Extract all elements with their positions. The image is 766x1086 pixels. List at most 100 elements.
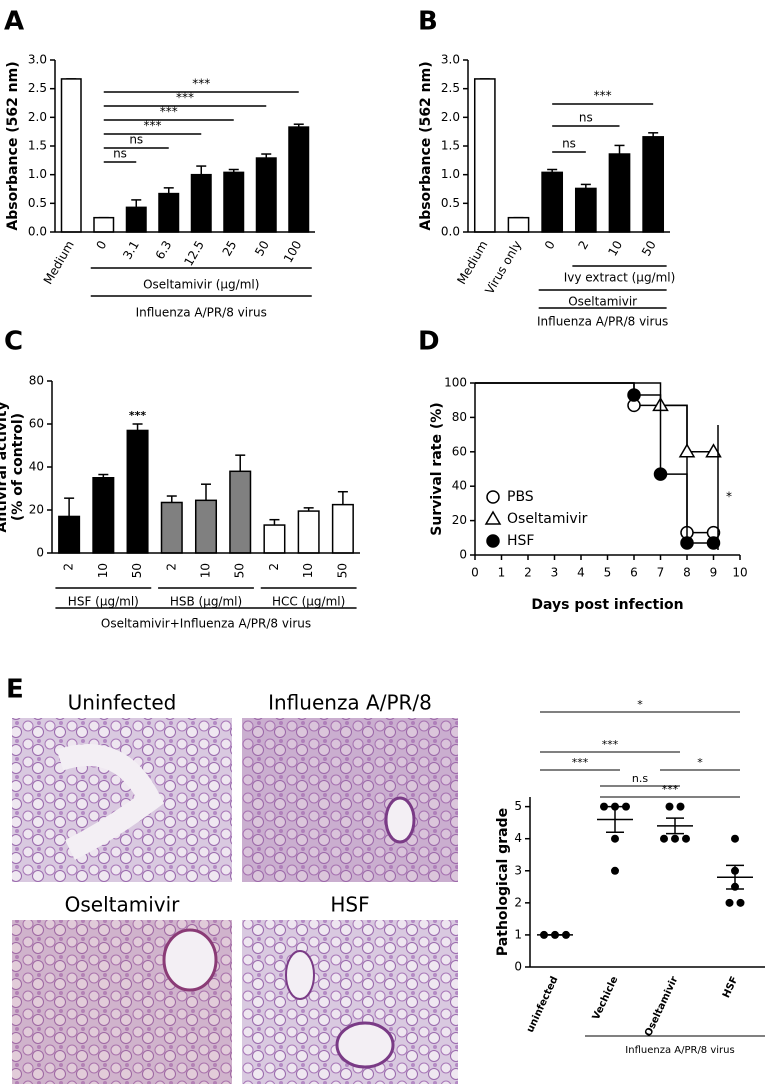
legend-marker [486,534,500,548]
significance: * [726,490,732,504]
x-tick-label: Medium [41,238,77,287]
bronchiole [162,928,218,992]
point [682,834,690,843]
y-tick-label: 5 [514,799,522,813]
bar [507,216,530,233]
x-tick-label: 2 [524,566,532,580]
bar [574,187,597,233]
group-label: Oseltamivir+Influenza A/PR/8 virus [101,617,311,631]
bar [58,515,81,554]
significance: ns [113,147,127,161]
bar [255,157,277,233]
x-tick-label: 2 [576,238,592,252]
x-tick-label: 12.5 [181,238,206,268]
legend-label: Oseltamivir [507,511,588,527]
x-tick-label: 0 [471,566,479,580]
micrograph [12,718,232,882]
x-tick-label: 100 [281,238,305,265]
significance: * [697,756,703,769]
group-label: Oseltamivir [568,295,637,309]
y-axis-label: (% of control) [10,413,26,521]
legend-label: PBS [507,489,534,505]
group-label: HSB (μg/ml) [170,595,242,609]
bar [93,216,115,233]
group-label: HCC (μg/ml) [272,595,345,609]
significance: *** [176,91,194,105]
legend-marker [486,490,500,504]
bar [608,153,631,233]
significance: *** [594,89,612,103]
y-tick-label: 40 [452,479,467,493]
x-axis-label: Days post infection [531,597,683,613]
x-tick-label: 2 [267,563,281,571]
group-label: Influenza A/PR/8 virus [625,1045,734,1056]
point [660,834,668,843]
y-tick-label: 0 [459,548,467,562]
micrograph-title: Oseltamivir [65,893,181,917]
bar [160,501,183,554]
y-tick-label: 2 [514,895,522,909]
bar [229,470,252,554]
point [736,898,745,907]
x-tick-label: 3 [551,566,559,580]
panel-letter: A [4,7,24,37]
micrograph-title: Uninfected [68,691,177,715]
y-tick-label: 2.5 [441,81,460,95]
x-tick-label: 50 [335,563,349,578]
bar [297,510,320,554]
x-tick-label: 2 [62,563,76,571]
y-axis-label: Antiviral activity [0,401,10,532]
x-tick-label: uninfected [525,975,561,1035]
point [731,834,739,843]
point [665,802,674,811]
panel-letter: B [418,7,438,37]
micrograph-title: HSF [330,893,369,917]
y-tick-label: 0.5 [28,196,47,210]
y-tick-label: 2.5 [28,81,47,95]
y-tick-label: 0.0 [441,225,460,239]
x-tick-label: 5 [604,566,612,580]
y-tick-label: 3.0 [28,53,47,67]
survival-line [475,382,714,544]
x-tick-label: 2 [164,563,178,571]
y-tick-label: 1 [514,927,522,941]
bar [263,524,286,554]
bar [541,171,564,233]
group-label: Influenza A/PR/8 virus [136,306,267,320]
bronchiole [285,950,315,1000]
significance: *** [129,409,147,422]
micrograph-panel: Uninfected Influenza A/PR/8 Oseltamivir … [12,691,458,1084]
x-tick-label: 10 [199,563,213,578]
y-tick-label: 0.0 [28,225,47,239]
x-tick-label: 10 [605,238,625,258]
x-tick-label: 50 [130,563,144,578]
y-tick-label: 100 [444,376,467,390]
bar [125,206,147,233]
y-axis-label: Absorbance (562 nm) [5,61,21,230]
marker [680,536,694,550]
bar [92,477,115,554]
micrograph-title: Influenza A/PR/8 [268,691,432,715]
significance: ns [579,111,593,125]
bar [331,503,354,554]
point [671,834,679,843]
x-tick-label: 0 [93,238,109,252]
y-tick-label: 4 [514,831,522,845]
x-tick-label: 6.3 [153,238,175,262]
significance: ns [562,137,576,151]
marker [678,443,696,458]
y-tick-label: 2.0 [441,110,460,124]
significance: *** [602,738,619,751]
point [600,802,608,811]
legend-label: HSF [507,533,534,549]
point [725,898,734,907]
significance: * [637,698,643,711]
x-tick-label: 6 [630,566,638,580]
bar [473,78,496,233]
micrograph [242,718,458,882]
bar [194,499,218,554]
group-label: Oseltamivir (μg/ml) [143,278,259,292]
bar [158,192,180,233]
point [611,834,619,843]
